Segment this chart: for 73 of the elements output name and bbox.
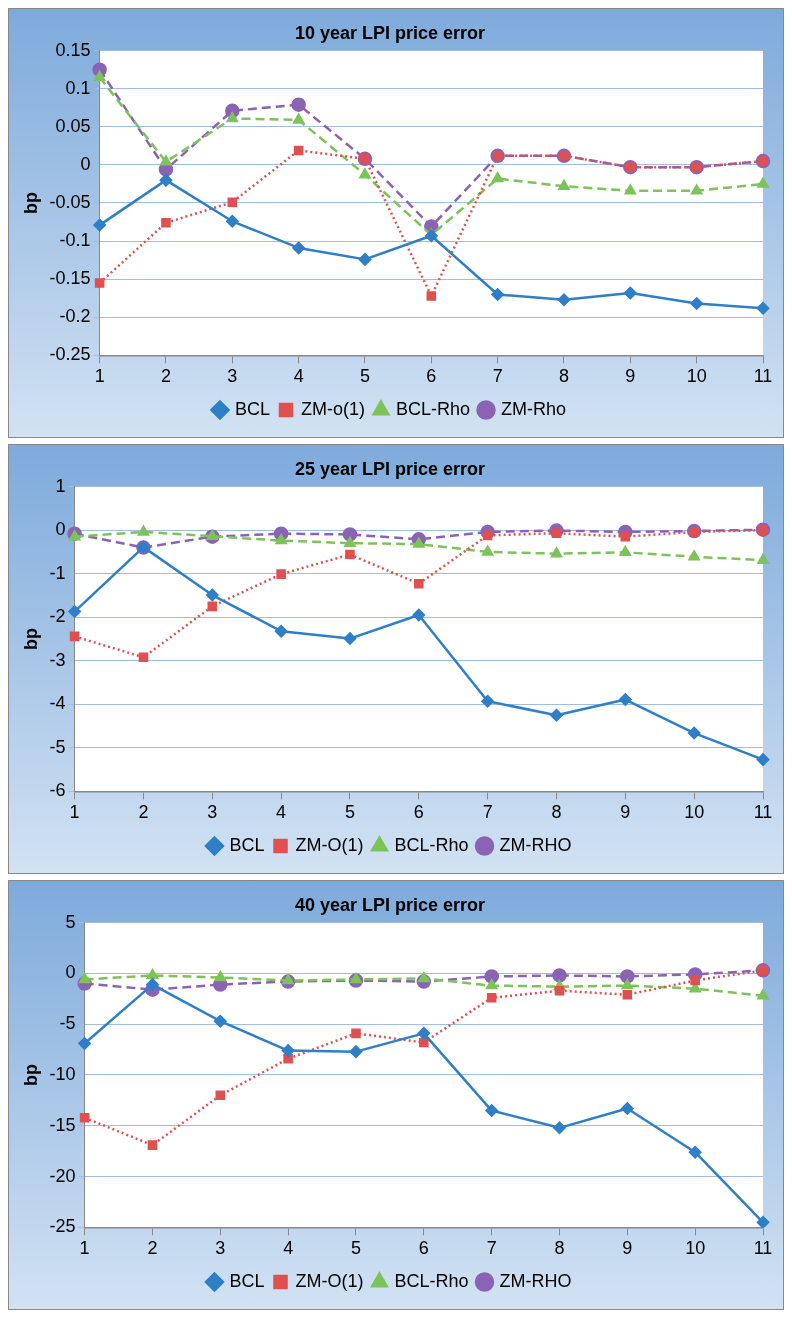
y-tick-label: -0.15 — [49, 268, 91, 289]
y-tick-label: 0.15 — [55, 39, 91, 60]
y-tick-label: -0.05 — [49, 191, 91, 212]
y-tick-label: 5 — [65, 911, 76, 932]
y-tick-label: -10 — [49, 1063, 76, 1084]
y-tick-label: 0.1 — [65, 77, 91, 98]
x-tick-label: 3 — [215, 1238, 226, 1259]
x-tick-label: 6 — [418, 1238, 429, 1259]
legend-label: BCL — [229, 834, 265, 855]
x-tick-label: 8 — [554, 1238, 565, 1259]
y-tick-label: -4 — [49, 693, 66, 714]
y-tick-label: -1 — [49, 562, 66, 583]
x-tick-label: 5 — [359, 366, 370, 387]
chart-title: 25 year LPI price error — [294, 458, 486, 479]
x-tick-label: 2 — [147, 1238, 158, 1259]
x-tick-label: 4 — [283, 1238, 294, 1259]
legend-label: ZM-Rho — [501, 398, 567, 419]
x-tick-label: 9 — [620, 802, 631, 823]
x-tick-label: 8 — [558, 366, 569, 387]
x-tick-label: 6 — [413, 802, 424, 823]
x-tick-label: 5 — [350, 1238, 361, 1259]
x-tick-label: 11 — [753, 1238, 773, 1259]
y-tick-label: -5 — [59, 1013, 76, 1034]
y-axis-title: bp — [20, 1064, 41, 1086]
y-tick-label: -0.25 — [49, 344, 91, 365]
x-tick-label: 10 — [686, 366, 707, 387]
x-tick-label: 1 — [94, 366, 105, 387]
x-tick-label: 3 — [207, 802, 218, 823]
y-tick-label: -15 — [49, 1114, 76, 1135]
x-tick-label: 7 — [492, 366, 503, 387]
chart-title: 40 year LPI price error — [294, 894, 486, 915]
y-tick-label: 1 — [55, 475, 66, 496]
x-tick-label: 8 — [551, 802, 562, 823]
legend-label: BCL-Rho — [394, 1270, 469, 1291]
legend-label: BCL-Rho — [395, 398, 471, 419]
legend-label: BCL — [234, 398, 270, 419]
x-tick-label: 9 — [625, 366, 636, 387]
x-tick-label: 10 — [685, 1238, 706, 1259]
chart-title: 10 year LPI price error — [294, 22, 486, 43]
x-tick-label: 2 — [138, 802, 149, 823]
x-tick-label: 5 — [344, 802, 355, 823]
x-tick-label: 3 — [227, 366, 238, 387]
y-axis-title: bp — [20, 628, 41, 650]
y-axis-title: bp — [20, 192, 41, 214]
legend-label: BCL-Rho — [394, 834, 469, 855]
legend-label: ZM-RHO — [499, 834, 572, 855]
y-tick-label: -5 — [49, 736, 66, 757]
x-tick-label: 10 — [684, 802, 705, 823]
x-tick-label: 7 — [486, 1238, 497, 1259]
y-tick-label: -6 — [49, 780, 66, 801]
y-tick-label: -25 — [49, 1216, 76, 1237]
legend-label: ZM-O(1) — [295, 1270, 364, 1291]
x-tick-label: 11 — [753, 366, 773, 387]
x-tick-label: 2 — [160, 366, 171, 387]
legend-label: BCL — [229, 1270, 265, 1291]
y-tick-label: -0.2 — [59, 306, 91, 327]
legend-label: ZM-RHO — [499, 1270, 572, 1291]
x-tick-label: 9 — [622, 1238, 633, 1259]
y-tick-label: 0 — [65, 962, 76, 983]
y-tick-label: -2 — [49, 606, 66, 627]
x-tick-label: 11 — [753, 802, 773, 823]
y-tick-label: 0.05 — [55, 115, 91, 136]
y-tick-label: -20 — [49, 1165, 76, 1186]
x-tick-label: 6 — [426, 366, 437, 387]
x-tick-label: 4 — [293, 366, 304, 387]
legend-label: ZM-O(1) — [295, 834, 364, 855]
y-tick-label: 0 — [55, 519, 66, 540]
y-tick-label: -0.1 — [59, 230, 91, 251]
legend-label: ZM-o(1) — [300, 398, 365, 419]
x-tick-label: 7 — [482, 802, 493, 823]
x-tick-label: 4 — [276, 802, 287, 823]
y-tick-label: 0 — [80, 153, 91, 174]
y-tick-label: -3 — [49, 649, 66, 670]
